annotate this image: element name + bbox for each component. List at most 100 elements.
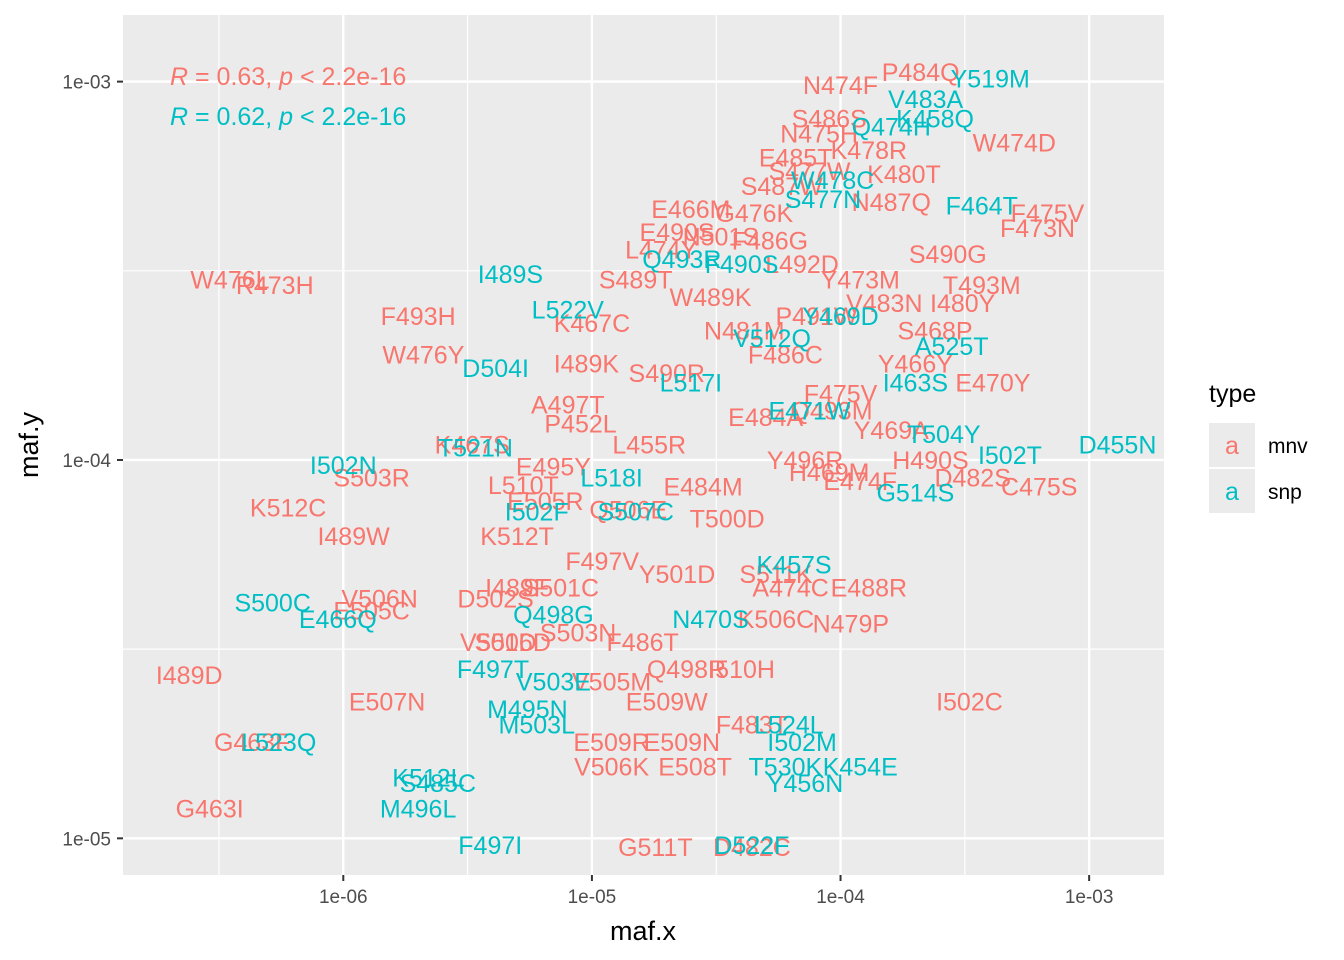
legend-key-mnv: [1209, 423, 1255, 467]
y-tick-label: 1e-03: [62, 73, 111, 94]
point-label-mnv: F475V: [1011, 200, 1085, 228]
point-label-snp: I489S: [478, 261, 543, 289]
x-axis-ticks: 1e-06 1e-05 1e-04 1e-03: [319, 875, 1113, 908]
point-label-mnv: A474C: [752, 575, 828, 603]
point-label-mnv: Y469A: [854, 417, 929, 445]
point-label-mnv: F486C: [748, 342, 823, 370]
point-label-snp: T530K: [749, 753, 823, 781]
point-label-mnv: K478R: [831, 137, 907, 165]
point-label-mnv: K480T: [867, 161, 941, 189]
point-label-snp: S485C: [400, 770, 476, 798]
point-label-snp: Y456N: [767, 770, 843, 798]
point-label-mnv: E466M: [651, 196, 730, 224]
correlation-r-symbol: R: [170, 103, 188, 131]
point-label-mnv: E488R: [831, 575, 907, 603]
point-label-mnv: K512C: [250, 494, 326, 522]
point-label-snp: F490S: [705, 251, 779, 279]
legend-key-glyph-mnv: a: [1225, 432, 1239, 460]
point-label-mnv: S486S: [792, 105, 867, 133]
point-label-mnv: F475V: [804, 380, 878, 408]
correlation-annotation: R = 0.62, p < 2.2e-16: [170, 103, 406, 131]
point-label-snp: S500C: [234, 590, 310, 618]
point-label-mnv: S501C: [523, 575, 599, 603]
point-label-mnv: V483N: [846, 290, 922, 318]
point-label-snp: V512Q: [733, 325, 811, 353]
point-label-snp: S507C: [597, 499, 673, 527]
point-label-mnv: E509W: [626, 688, 708, 716]
point-label-snp: K512L: [392, 764, 464, 792]
point-label-snp: K458Q: [896, 105, 974, 133]
x-tick-label: 1e-03: [1065, 887, 1114, 908]
point-label-mnv: E484M: [663, 474, 742, 502]
point-label-mnv: S506D: [474, 629, 550, 657]
correlation-annotation: R = 0.63, p < 2.2e-16: [170, 63, 406, 91]
point-label-mnv: N475H: [780, 120, 858, 148]
point-label-mnv: N501S: [683, 223, 759, 251]
point-label-mnv: Y496R: [767, 447, 843, 475]
point-label-mnv: S487W: [741, 173, 823, 201]
point-label-mnv: N474F: [803, 72, 878, 100]
point-label-mnv: A497T: [531, 392, 605, 420]
legend: type a mnv a snp: [1209, 380, 1308, 513]
point-label-mnv: I489F: [485, 575, 549, 603]
y-tick-label: 1e-04: [62, 451, 111, 472]
point-label-snp: G514S: [876, 480, 954, 508]
point-label-mnv: I489W: [317, 523, 390, 551]
point-label-snp: D504I: [462, 355, 529, 383]
point-label-mnv: S503R: [333, 464, 409, 492]
point-label-snp: K457S: [756, 551, 831, 579]
point-label-mnv: G476K: [715, 200, 793, 228]
point-label-snp: D455N: [1079, 431, 1157, 459]
point-label-mnv: F486T: [607, 629, 679, 657]
point-label-mnv: E509N: [644, 729, 720, 757]
point-label-mnv: H469M: [789, 459, 870, 487]
point-label-snp: I502T: [978, 442, 1042, 470]
legend-label-mnv: mnv: [1268, 435, 1308, 458]
point-label-mnv: S489T: [599, 266, 673, 294]
point-label-mnv: P491W: [775, 303, 857, 331]
legend-label-snp: snp: [1268, 481, 1302, 504]
x-tick-label: 1e-05: [568, 887, 617, 908]
point-label-snp: V503E: [516, 668, 591, 696]
point-label-mnv: C475S: [1001, 474, 1077, 502]
point-label-snp: Q498G: [513, 602, 594, 630]
point-label-snp: L524L: [754, 711, 824, 739]
point-label-snp: I502N: [310, 452, 377, 480]
legend-key-snp: [1209, 469, 1255, 513]
y-tick-label: 1e-05: [62, 829, 111, 850]
point-label-snp: Y469D: [802, 303, 878, 331]
point-label-mnv: S511K: [739, 561, 813, 589]
point-label-snp: M503L: [499, 711, 576, 739]
point-label-mnv: V506N: [341, 586, 417, 614]
point-label-mnv: E505C: [333, 598, 409, 626]
point-label-mnv: K512T: [480, 523, 554, 551]
point-label-snp: E466Q: [299, 606, 377, 634]
point-label-snp: L522V: [532, 296, 605, 324]
point-label-mnv: S490R: [629, 360, 705, 388]
point-label-mnv: D482S: [934, 464, 1010, 492]
point-label-mnv: F473N: [1000, 215, 1075, 243]
point-label-mnv: Y473M: [821, 266, 900, 294]
point-label-snp: M495N: [487, 696, 568, 724]
correlation-r-value: = 0.63,: [188, 63, 279, 91]
point-label-snp: Y519M: [951, 65, 1030, 93]
legend-title: type: [1209, 380, 1256, 408]
point-label-mnv: E470Y: [955, 370, 1030, 398]
point-label-mnv: S477W: [768, 158, 850, 186]
point-label-mnv: K467C: [554, 310, 630, 338]
point-label-mnv: Q498R: [647, 656, 726, 684]
correlation-r-symbol: R: [170, 63, 188, 91]
point-label-mnv: G463F: [214, 729, 290, 757]
point-label-snp: L523Q: [241, 729, 316, 757]
point-label-mnv: K506C: [738, 606, 814, 634]
point-label-mnv: S468P: [898, 317, 973, 345]
point-label-mnv: T500D: [690, 506, 765, 534]
point-label-mnv: H490S: [892, 447, 968, 475]
correlation-p-value: < 2.2e-16: [293, 103, 406, 131]
legend-key-glyph-snp: a: [1225, 478, 1239, 506]
point-label-mnv: E495Y: [516, 454, 591, 482]
point-label-mnv: P484Q: [882, 59, 960, 87]
point-label-mnv: E484A: [728, 404, 803, 432]
correlation-r-value: = 0.62,: [188, 103, 279, 131]
